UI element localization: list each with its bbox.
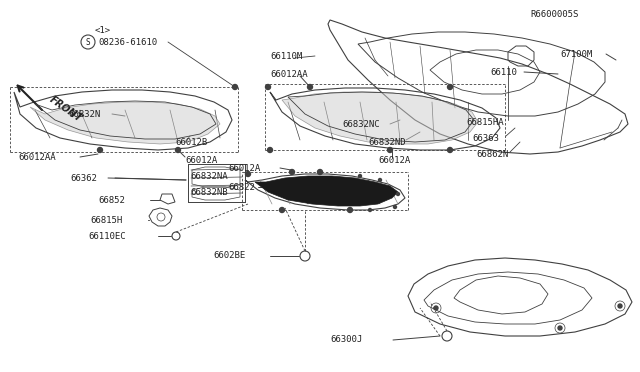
Text: 66012AA: 66012AA <box>270 70 308 78</box>
Circle shape <box>387 148 392 153</box>
Text: 66832NB: 66832NB <box>190 187 228 196</box>
Circle shape <box>97 148 102 153</box>
Circle shape <box>394 205 397 208</box>
Text: 66012B: 66012B <box>175 138 207 147</box>
Text: 08236-61610: 08236-61610 <box>98 38 157 46</box>
Text: 66110M: 66110M <box>270 51 302 61</box>
Circle shape <box>397 192 399 196</box>
Text: 66822: 66822 <box>228 183 255 192</box>
Text: 66815H: 66815H <box>90 215 122 224</box>
Text: FRONT: FRONT <box>48 94 84 124</box>
Circle shape <box>266 84 271 90</box>
Text: 66012A: 66012A <box>228 164 260 173</box>
Circle shape <box>358 174 362 177</box>
Circle shape <box>268 148 273 153</box>
Text: <1>: <1> <box>95 26 111 35</box>
Text: R6600005S: R6600005S <box>530 10 579 19</box>
Text: 66362: 66362 <box>70 173 97 183</box>
Text: 66832ND: 66832ND <box>368 138 406 147</box>
Circle shape <box>447 84 452 90</box>
Circle shape <box>348 208 353 212</box>
Circle shape <box>280 208 285 212</box>
Circle shape <box>317 170 323 174</box>
Text: 66110EC: 66110EC <box>88 231 125 241</box>
Circle shape <box>558 326 562 330</box>
Circle shape <box>307 84 312 90</box>
Text: 6602BE: 6602BE <box>213 251 245 260</box>
Text: 66300J: 66300J <box>330 336 362 344</box>
Text: S: S <box>86 38 90 46</box>
Text: 66862N: 66862N <box>476 150 508 158</box>
Polygon shape <box>255 176 398 206</box>
Circle shape <box>434 306 438 310</box>
Polygon shape <box>282 92 478 144</box>
Circle shape <box>175 148 180 153</box>
Text: 66012A: 66012A <box>378 155 410 164</box>
Text: 66363: 66363 <box>472 134 499 142</box>
Text: 66012AA: 66012AA <box>18 153 56 161</box>
Text: 66832NA: 66832NA <box>190 171 228 180</box>
Circle shape <box>246 171 250 176</box>
Circle shape <box>447 148 452 153</box>
Circle shape <box>232 84 237 90</box>
Circle shape <box>378 179 381 182</box>
Text: 66B32N: 66B32N <box>68 109 100 119</box>
Text: 66110: 66110 <box>490 67 517 77</box>
Circle shape <box>618 304 622 308</box>
Text: 66815HA: 66815HA <box>466 118 504 126</box>
Text: 66852: 66852 <box>98 196 125 205</box>
Circle shape <box>369 208 371 212</box>
Text: 66012A: 66012A <box>185 155 217 164</box>
Circle shape <box>289 170 294 174</box>
Polygon shape <box>30 102 220 144</box>
Text: 67100M: 67100M <box>560 49 592 58</box>
Text: 66832NC: 66832NC <box>342 119 380 128</box>
